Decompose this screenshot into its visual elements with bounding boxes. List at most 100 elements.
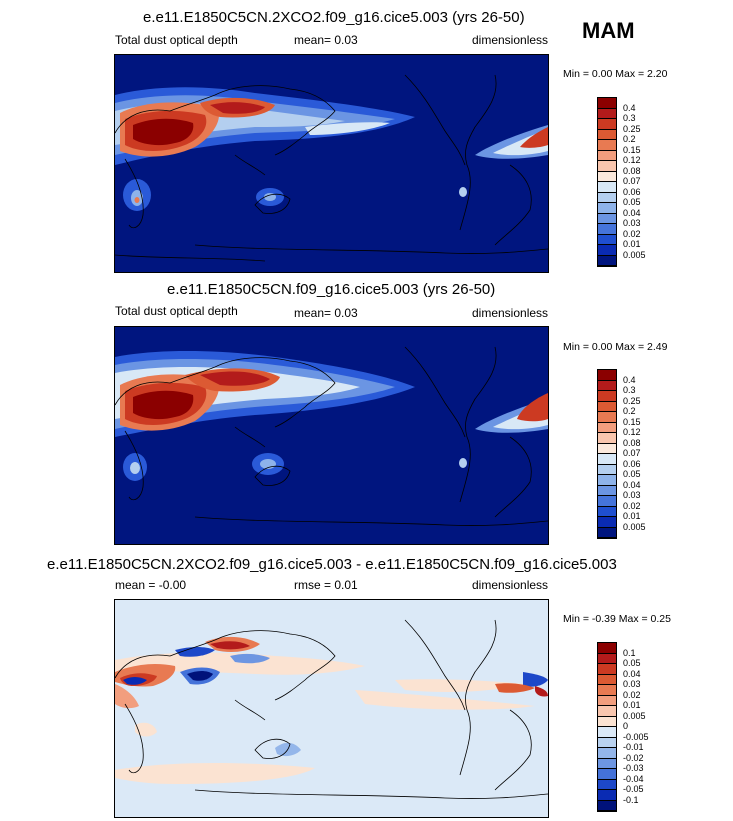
colorbar-label: -0.02	[623, 752, 644, 763]
colorbar-box	[598, 171, 616, 182]
colorbar-label: 0.12	[623, 155, 641, 165]
colorbar-box	[598, 790, 616, 801]
colorbar-box	[598, 517, 616, 528]
colorbar-label: 0.3	[623, 385, 636, 395]
panel3-title: e.e11.E1850C5CN.2XCO2.f09_g16.cice5.003 …	[47, 556, 617, 573]
colorbar-label: 0.15	[623, 416, 641, 427]
colorbar-box	[598, 224, 616, 235]
panel1-field	[115, 74, 548, 262]
colorbar-label: 0.04	[623, 479, 641, 490]
panel2-field	[115, 346, 548, 526]
colorbar-box	[598, 506, 616, 517]
colorbar-label: -0.04	[623, 773, 644, 784]
panel2-minmax: Min = 0.00 Max = 2.49	[563, 341, 668, 353]
colorbar-label: 0.08	[623, 165, 641, 176]
colorbar-box	[598, 443, 616, 454]
colorbar-label: 0.03	[623, 490, 641, 500]
season-label: MAM	[582, 18, 635, 43]
colorbar-label: 0	[623, 721, 629, 731]
colorbar-label: 0.03	[623, 679, 641, 689]
colorbar-box	[598, 716, 616, 727]
panel2-colorbar	[597, 369, 617, 539]
colorbar-label: -0.1	[623, 794, 639, 805]
colorbar-box	[598, 727, 616, 738]
colorbar-label: 0.04	[623, 668, 641, 679]
colorbar-label: 0.05	[623, 658, 641, 668]
colorbar-label: 0.05	[623, 197, 641, 207]
colorbar-box	[598, 527, 616, 538]
colorbar-label: 0.4	[623, 102, 636, 113]
panel3-colorbar	[597, 642, 617, 812]
colorbar-box	[598, 412, 616, 423]
colorbar-label: 0.005	[623, 249, 646, 260]
colorbar-label: -0.005	[623, 731, 649, 742]
colorbar-box	[598, 192, 616, 203]
colorbar-label: 0.12	[623, 427, 641, 437]
colorbar-box	[598, 706, 616, 717]
panel1-map	[114, 54, 549, 273]
colorbar-box	[598, 391, 616, 402]
panel3-field	[115, 619, 548, 799]
colorbar-box	[598, 685, 616, 696]
colorbar-label: 0.06	[623, 458, 641, 469]
colorbar-label: 0.25	[623, 123, 641, 134]
colorbar-label: 0.2	[623, 406, 636, 416]
panel1-colorbar	[597, 97, 617, 267]
panel2-title: e.e11.E1850C5CN.f09_g16.cice5.003 (yrs 2…	[167, 281, 496, 298]
colorbar-label: -0.03	[623, 763, 644, 773]
colorbar-box	[598, 496, 616, 507]
colorbar-box	[598, 695, 616, 706]
colorbar-box	[598, 779, 616, 790]
colorbar-box	[598, 401, 616, 412]
colorbar-label: 0.02	[623, 500, 641, 511]
colorbar-label: -0.01	[623, 742, 644, 752]
colorbar-box	[598, 433, 616, 444]
colorbar-box	[598, 98, 616, 109]
colorbar-box	[598, 140, 616, 151]
colorbar-box	[598, 485, 616, 496]
panel3-rmse-label: rmse = 0.01	[294, 578, 358, 592]
colorbar-box	[598, 182, 616, 193]
panel2-map	[114, 326, 549, 545]
colorbar-box	[598, 255, 616, 266]
colorbar-label: 0.04	[623, 207, 641, 218]
colorbar-label: -0.05	[623, 784, 644, 794]
colorbar-box	[598, 464, 616, 475]
colorbar-box	[598, 150, 616, 161]
colorbar-box	[598, 643, 616, 654]
colorbar-box	[598, 737, 616, 748]
colorbar-label: 0.2	[623, 134, 636, 144]
colorbar-box	[598, 119, 616, 130]
colorbar-label: 0.3	[623, 113, 636, 123]
panel3-mean-label: mean = -0.00	[115, 578, 187, 592]
colorbar-label: 0.08	[623, 437, 641, 448]
colorbar-label: 0.07	[623, 176, 641, 186]
colorbar-box	[598, 758, 616, 769]
colorbar-label: 0.05	[623, 469, 641, 479]
colorbar-label: 0.01	[623, 700, 641, 710]
panel1-units-label: dimensionless	[472, 33, 549, 47]
colorbar-box	[598, 234, 616, 245]
colorbar-label: 0.07	[623, 448, 641, 458]
colorbar-box	[598, 203, 616, 214]
colorbar-box	[598, 664, 616, 675]
colorbar-label: 0.15	[623, 144, 641, 155]
colorbar-box	[598, 380, 616, 391]
colorbar-box	[598, 454, 616, 465]
colorbar-label: 0.03	[623, 218, 641, 228]
colorbar-label: 0.4	[623, 374, 636, 385]
panel2-units-label: dimensionless	[472, 306, 549, 320]
colorbar-label: 0.25	[623, 395, 641, 406]
colorbar-box	[598, 674, 616, 685]
colorbar-label: 0.005	[623, 710, 646, 721]
colorbar-box	[598, 653, 616, 664]
panel1-title: e.e11.E1850C5CN.2XCO2.f09_g16.cice5.003 …	[143, 9, 525, 26]
panel3-map	[114, 599, 549, 818]
colorbar-box	[598, 245, 616, 256]
colorbar-box	[598, 422, 616, 433]
panel1-minmax: Min = 0.00 Max = 2.20	[563, 68, 668, 80]
colorbar-box	[598, 213, 616, 224]
colorbar-box	[598, 370, 616, 381]
panel2-mean-label: mean= 0.03	[294, 306, 358, 320]
colorbar-label: 0.06	[623, 186, 641, 197]
